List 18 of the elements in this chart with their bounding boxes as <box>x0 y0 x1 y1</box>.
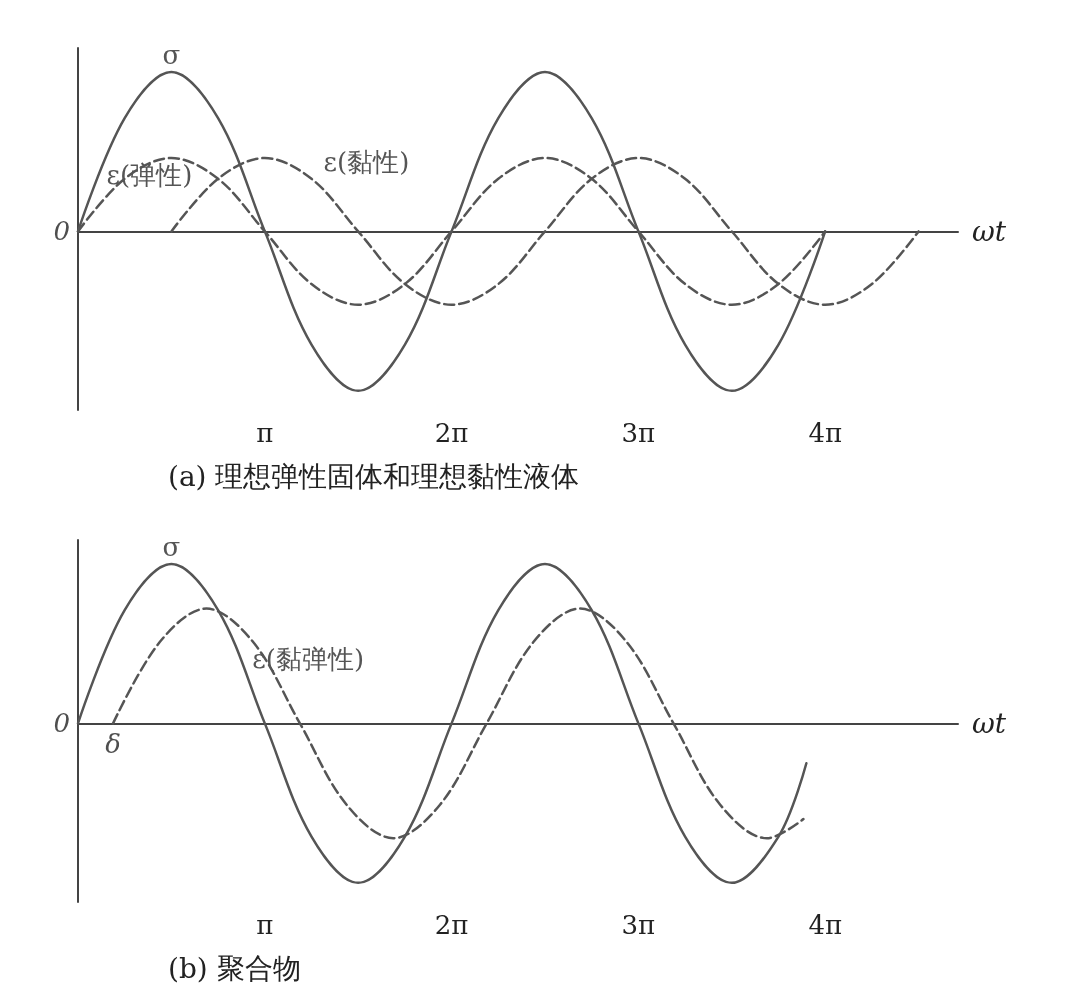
x-tick-label: 4π <box>808 418 843 448</box>
x-axis-title: ωt <box>972 706 1007 740</box>
x-tick-label: 2π <box>434 910 469 940</box>
x-tick-label: 2π <box>434 418 469 448</box>
text: 0 <box>53 216 70 247</box>
x-tick-label: π <box>256 910 274 940</box>
x-tick-label: 3π <box>621 418 656 448</box>
x-tick-label: 4π <box>808 910 843 940</box>
series-label: σ <box>162 531 181 562</box>
x-axis-title: ωt <box>972 214 1007 248</box>
x-tick-label: 3π <box>621 910 656 940</box>
text: 0 <box>53 708 70 739</box>
series-label: ε(黏性) <box>323 146 410 177</box>
text: (a) 理想弹性固体和理想黏性液体 <box>168 459 580 493</box>
series-label: σ <box>162 39 181 70</box>
annotation: δ <box>105 729 121 760</box>
text: (b) 聚合物 <box>168 951 301 985</box>
x-tick-label: π <box>256 418 274 448</box>
